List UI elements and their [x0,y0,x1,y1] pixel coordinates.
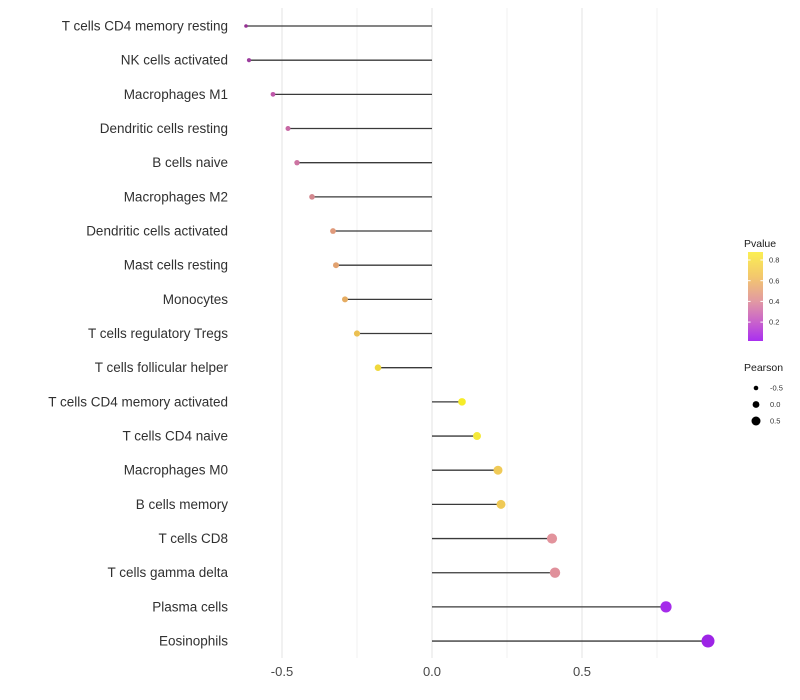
colorbar-tick-label: 0.2 [769,318,779,327]
lollipop-dot [458,398,466,406]
lollipop-dot [493,465,503,475]
lollipop-dot [294,159,300,166]
lollipop-dot [246,58,252,63]
lollipop-row: T cells CD8 [158,531,558,546]
lollipop-dot [342,296,348,303]
x-tick-label: 0.5 [573,664,591,679]
lollipop-row: Eosinophils [159,634,715,649]
lollipop-row: T cells CD4 memory activated [48,394,466,409]
lollipop-dot [244,24,248,28]
lollipop-dot [309,194,315,200]
pearson-size-label: -0.5 [770,384,783,393]
lollipop-row: NK cells activated [121,53,432,68]
gridlines [281,8,658,658]
lollipop-row: B cells naive [152,155,432,170]
category-label: Macrophages M2 [124,189,228,204]
category-label: Dendritic cells resting [100,121,228,136]
pearson-legend: Pearson -0.5 0.0 0.5 [744,362,783,426]
pearson-size-label: 0.5 [770,417,780,426]
category-label: Macrophages M1 [124,87,228,102]
lollipop-row: Dendritic cells activated [86,224,432,239]
lollipop-row: Macrophages M0 [124,463,503,478]
lollipop-row: Dendritic cells resting [100,121,432,136]
category-label: T cells CD4 naive [122,429,228,444]
category-label: T cells regulatory Tregs [88,326,228,341]
lollipop-dot [353,330,361,337]
category-label: B cells memory [136,497,229,512]
x-axis: -0.5 0.0 0.5 [271,664,591,679]
category-label: Mast cells resting [124,258,228,273]
pvalue-legend-title: Pvalue [744,238,776,250]
lollipop-dot [701,634,715,648]
x-tick-label: 0.0 [423,664,441,679]
lollipop-row: T cells regulatory Tregs [88,326,432,341]
category-label: B cells naive [152,155,228,170]
lollipop-row: Macrophages M1 [124,87,432,102]
pearson-size-dot [753,385,759,391]
pearson-legend-title: Pearson [744,362,783,374]
category-label: T cells CD8 [158,531,228,546]
lollipop-row: B cells memory [136,497,506,512]
pvalue-legend: Pvalue 0.8 0.6 0.4 0.2 [744,238,779,341]
lollipop-row: T cells CD4 memory resting [62,19,432,34]
category-label: Monocytes [163,292,229,307]
lollipop-dot [549,567,561,578]
category-label: NK cells activated [121,53,228,68]
category-label: Plasma cells [152,599,228,614]
pvalue-colorbar [748,252,763,341]
pearson-size-dot [752,401,760,408]
category-label: Eosinophils [159,634,228,649]
lollipop-dot [270,91,276,97]
lollipop-row: T cells CD4 naive [122,429,481,444]
category-label: T cells gamma delta [107,565,228,580]
lollipop-dot [374,364,382,372]
pearson-size-label: 0.0 [770,400,780,409]
lollipop-dot [660,601,672,613]
lollipop-dot [330,228,336,234]
category-label: Macrophages M0 [124,463,228,478]
lollipop-dot [496,499,506,509]
lollipop-row: Mast cells resting [124,258,432,273]
lollipop-rows: T cells CD4 memory resting NK cells activ… [48,19,715,649]
lollipop-dot [333,262,339,269]
lollipop-row: Macrophages M2 [124,189,432,204]
category-label: T cells follicular helper [95,360,229,375]
colorbar-tick-label: 0.6 [769,276,779,285]
legends: Pvalue 0.8 0.6 0.4 0.2 Pearson -0.5 0.0 0.5 [744,238,783,426]
lollipop-dot [546,533,558,544]
lollipop-dot [473,432,481,441]
colorbar-tick-label: 0.8 [769,256,779,265]
colorbar-tick-label: 0.4 [769,297,779,306]
category-label: T cells CD4 memory resting [62,19,228,34]
category-label: T cells CD4 memory activated [48,394,228,409]
lollipop-row: T cells gamma delta [107,565,561,580]
lollipop-row: Plasma cells [152,599,672,614]
x-tick-label: -0.5 [271,664,293,679]
lollipop-row: Monocytes [163,292,432,307]
category-label: Dendritic cells activated [86,224,228,239]
lollipop-row: T cells follicular helper [95,360,432,375]
lollipop-dot [285,126,291,132]
pearson-size-dot [751,416,761,426]
